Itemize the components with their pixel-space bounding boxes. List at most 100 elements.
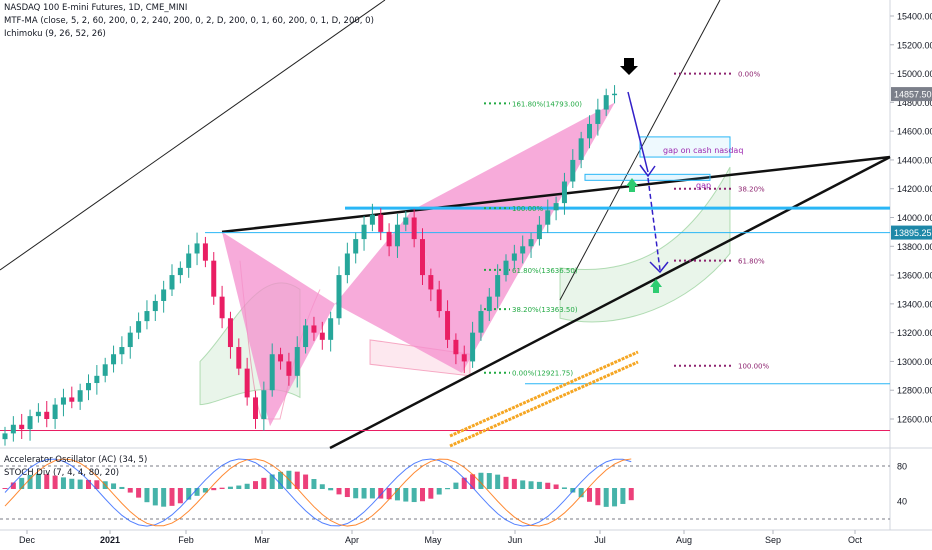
ac-histogram-bar — [211, 488, 217, 491]
ac-histogram-bar — [144, 488, 150, 503]
ac-histogram-bar — [612, 488, 618, 507]
ac-histogram-bar — [69, 478, 75, 489]
candle-body — [169, 275, 175, 290]
candle-body — [52, 404, 58, 419]
candle-body — [570, 159, 576, 182]
candle-body — [420, 239, 425, 276]
price-axis[interactable]: 15400.00 15200.00 15000.00 14800.00 14600.00… — [890, 12, 932, 425]
ac-histogram-bar — [503, 476, 509, 489]
ac-histogram-bar — [620, 488, 626, 504]
candle-body — [111, 354, 117, 365]
fib-label-right: 61.80% — [738, 258, 765, 266]
candle-body — [294, 347, 300, 376]
time-tick-label: Apr — [345, 535, 359, 545]
price-tick-label: 14000.00 — [897, 213, 932, 223]
candle-body — [211, 260, 217, 297]
candle-body — [403, 217, 409, 225]
candle-body — [253, 397, 258, 419]
ac-histogram-bar — [94, 480, 100, 489]
price-tick-label: 13200.00 — [897, 328, 932, 338]
time-tick-label: Dec — [19, 535, 36, 545]
ac-histogram-bar — [86, 479, 91, 489]
price-tick-label: 14400.00 — [897, 155, 932, 165]
time-axis[interactable]: Dec 2021 Feb Mar Apr May Jun Jul Aug Sep Oct — [19, 530, 863, 545]
ichimoku-legend[interactable]: Ichimoku (9, 26, 52, 26) — [4, 29, 106, 39]
candle-body — [353, 239, 359, 254]
candle-body — [319, 332, 325, 340]
ac-histogram-bar — [561, 487, 567, 489]
price-tick-label: 13800.00 — [897, 242, 932, 252]
ac-histogram-bar — [294, 471, 300, 489]
arrowhead-icon — [639, 164, 656, 178]
candle-body — [269, 354, 275, 391]
candle-body — [69, 397, 75, 402]
symbol-title[interactable]: NASDAQ 100 E-mini Futures, 1D, CME_MINI — [4, 3, 188, 13]
price-tick-label: 12800.00 — [897, 386, 932, 396]
channel-line-upper — [0, 0, 386, 271]
cloud-green-future — [559, 166, 731, 323]
ac-histogram-bar — [595, 488, 601, 506]
ac-histogram-bar — [136, 488, 142, 498]
candle-body — [177, 267, 183, 276]
candle-body — [186, 253, 192, 268]
ac-histogram-bar — [60, 477, 66, 489]
ac-histogram-bar — [169, 488, 175, 506]
time-tick-label: Jul — [594, 535, 606, 545]
ac-histogram-bar — [420, 488, 425, 502]
candle-body — [495, 275, 501, 297]
pattern-xab — [222, 231, 335, 427]
fib-label-right: 100.00% — [738, 363, 769, 371]
projected-ma-band — [449, 360, 639, 448]
candle-body — [520, 246, 526, 254]
ac-histogram-bar — [127, 488, 133, 493]
price-tick-label: 15400.00 — [897, 12, 932, 22]
overlay-annotations: gap on cash nasdaq gap — [620, 58, 743, 293]
candle-body — [561, 181, 567, 204]
ac-histogram-bar — [495, 474, 501, 489]
candle-body — [528, 239, 534, 247]
candle-body — [536, 224, 542, 240]
candle-body — [194, 243, 200, 254]
ac-histogram-bar — [303, 474, 309, 489]
ac-histogram-bar — [35, 473, 41, 489]
ac-histogram-bar — [194, 488, 200, 496]
ac-histogram-bar — [536, 481, 542, 489]
price-tick-label: 14200.00 — [897, 184, 932, 194]
candle-body — [60, 397, 66, 405]
ac-histogram-bar — [344, 488, 350, 498]
stoch-legend[interactable]: STOCH Div (7, 4, 4, 80, 20) — [4, 468, 120, 478]
ac-histogram-bar — [445, 488, 451, 490]
ac-histogram-bar — [27, 474, 33, 489]
candle-body — [336, 275, 342, 319]
ac-histogram-bar — [278, 471, 284, 489]
candle-body — [2, 433, 8, 440]
ac-histogram-bar — [152, 488, 158, 506]
fib-label-left: 38.20%(13363.50) — [512, 306, 578, 314]
ac-histogram-bar — [628, 488, 634, 501]
ac-histogram-bar — [186, 488, 192, 500]
candle-body — [378, 214, 384, 232]
candlestick-series — [2, 85, 618, 446]
time-tick-label: May — [424, 535, 442, 545]
candle-body — [44, 411, 50, 419]
pattern-bcd — [412, 102, 615, 373]
price-tick-label: 13400.00 — [897, 299, 932, 309]
time-tick-label: Oct — [848, 535, 863, 545]
ac-histogram-bar — [520, 480, 526, 489]
fib-label-left: 161.80%(14793.00) — [512, 100, 582, 108]
ac-histogram-bar — [528, 481, 534, 489]
mtf-ma-legend[interactable]: MTF-MA (close, 5, 2, 60, 200, 0, 2, 240,… — [4, 16, 374, 26]
drawing-lines: 161.80%(14793.00) 100.00% 61.80%(13636.50)… — [0, 0, 891, 450]
ac-histogram-bar — [236, 485, 242, 489]
candle-body — [311, 325, 317, 333]
candle-body — [369, 214, 375, 225]
candle-body — [27, 416, 33, 430]
price-tick-label: 12600.00 — [897, 415, 932, 425]
ac-histogram-bar — [269, 474, 275, 489]
candle-body — [227, 318, 233, 348]
ac-histogram-bar — [311, 479, 317, 489]
ac-histogram-bar — [2, 488, 8, 489]
candle-body — [361, 224, 367, 240]
accelerator-legend[interactable]: Accelerator Oscillator (AC) (34, 5) — [4, 455, 148, 465]
